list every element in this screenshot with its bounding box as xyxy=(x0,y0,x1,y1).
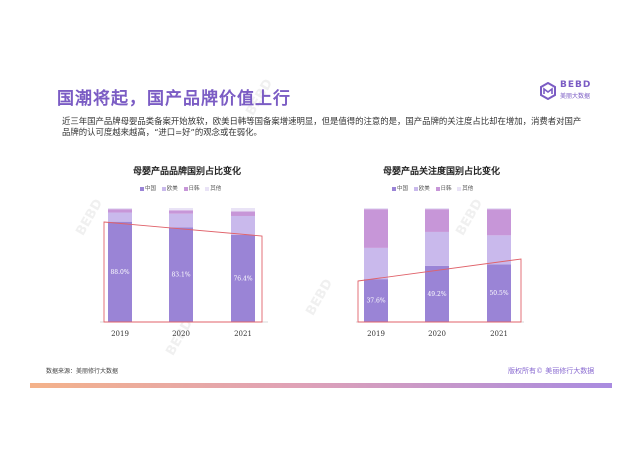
bar-segment xyxy=(425,231,449,266)
bebd-logo-icon xyxy=(540,82,556,100)
bar-segment xyxy=(231,215,255,235)
legend-item: 中国 xyxy=(140,184,156,192)
data-label: 76.4% xyxy=(233,275,252,282)
trend-highlight-outline xyxy=(103,221,263,323)
data-label: 50.5% xyxy=(489,290,508,297)
legend-item: 中国 xyxy=(392,184,408,192)
bar-segment xyxy=(108,212,132,222)
bottom-gradient-bar xyxy=(30,383,612,388)
trend-highlight-outline xyxy=(357,258,522,323)
bar-segment xyxy=(425,208,449,210)
bar-segment xyxy=(231,234,255,322)
chart-title: 母婴产品关注度国别占比变化 xyxy=(383,167,501,177)
chart-title: 母婴产品品牌国别占比变化 xyxy=(133,167,242,177)
x-tick-label: 2020 xyxy=(428,330,446,338)
bar-segment xyxy=(364,209,388,248)
x-tick-label: 2021 xyxy=(234,330,252,338)
bar-segment xyxy=(364,247,388,280)
bar-segment xyxy=(108,221,132,322)
legend-item: 欧美 xyxy=(413,184,430,192)
brand-logo: BEBD 美丽大数据 xyxy=(540,80,602,104)
bar-segment xyxy=(425,265,449,322)
bar-segment xyxy=(108,209,132,213)
x-tick-label: 2019 xyxy=(367,330,385,338)
legend-item: 欧美 xyxy=(161,184,178,192)
data-label: 49.2% xyxy=(427,291,446,298)
bar-segment xyxy=(169,213,193,228)
intro-paragraph: 近三年国产品牌母婴品类备案开始放软，欧美日韩等国备案增速明显，但是值得的注意的是… xyxy=(62,116,582,137)
data-source: 数据来源：美丽修行大数据 xyxy=(46,368,119,375)
bar-segment xyxy=(487,208,511,210)
legend-item: 其他 xyxy=(205,184,221,192)
data-label: 88.0% xyxy=(110,269,129,276)
x-tick-label: 2021 xyxy=(490,330,508,338)
bar-segment xyxy=(169,210,193,214)
page-title: 国潮将起，国产品牌价值上行 xyxy=(57,89,291,109)
bar-segment xyxy=(487,235,511,265)
legend-item: 日韩 xyxy=(183,184,200,192)
legend-item: 日韩 xyxy=(435,184,452,192)
x-tick-label: 2019 xyxy=(111,330,129,338)
bar-segment xyxy=(487,264,511,322)
bar-segment xyxy=(231,211,255,216)
data-label: 37.6% xyxy=(366,298,385,305)
chart-legend: 中国 欧美 日韩 其他 xyxy=(140,184,225,192)
bar-segment xyxy=(169,227,193,322)
bar-segment xyxy=(425,209,449,232)
bar-segment xyxy=(364,208,388,210)
bar-segment xyxy=(231,208,255,212)
data-label: 83.1% xyxy=(171,272,190,279)
bar-segment xyxy=(108,208,132,210)
logo-subtext: 美丽大数据 xyxy=(560,93,591,100)
logo-text: BEBD xyxy=(560,80,592,90)
copyright: 版权所有© 美丽修行大数据 xyxy=(508,367,595,375)
bar-segment xyxy=(169,208,193,211)
x-tick-label: 2020 xyxy=(172,330,190,338)
bar-segment xyxy=(487,209,511,236)
bar-segment xyxy=(364,279,388,322)
chart-legend: 中国 欧美 日韩 其他 xyxy=(392,184,477,192)
legend-item: 其他 xyxy=(457,184,473,192)
